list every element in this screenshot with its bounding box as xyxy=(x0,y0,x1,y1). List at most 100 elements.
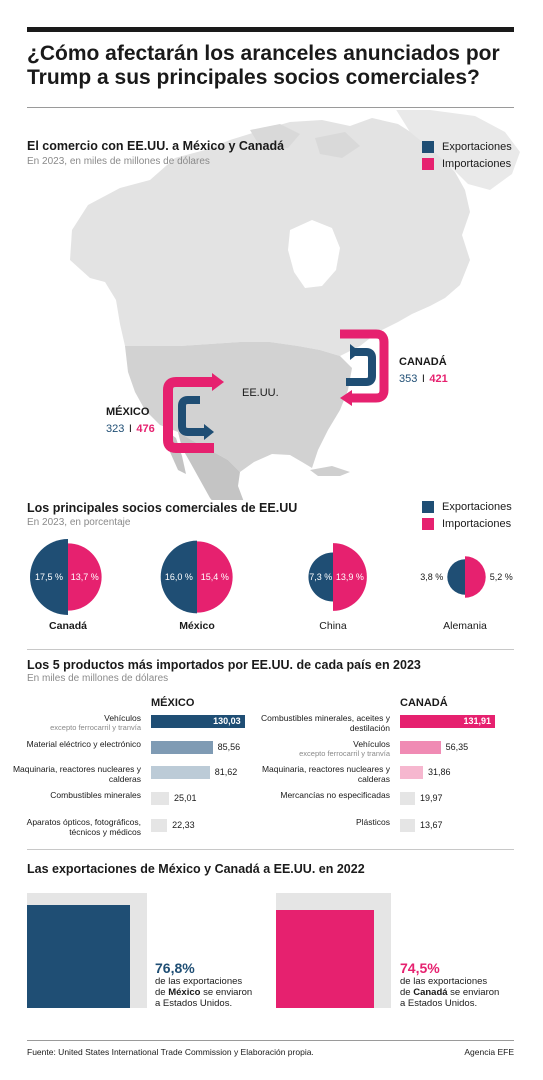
canada-product-name: Mercancías no especificadas xyxy=(280,790,390,800)
exports-swatch-2 xyxy=(422,500,434,513)
mexico-product-name: Combustibles minerales xyxy=(50,790,141,800)
mexico-imports-arrow xyxy=(163,377,214,453)
canada-exports-value: 353 xyxy=(399,373,418,385)
canada-product-bar xyxy=(400,715,495,728)
exports-swatch xyxy=(422,140,434,153)
canada-product-label: Mercancías no especificadas xyxy=(260,790,390,800)
canada-imports-arrowhead xyxy=(340,390,352,406)
imports-swatch-2 xyxy=(422,517,434,530)
mexico-exports-arrow xyxy=(178,396,204,436)
canada-product-bar xyxy=(400,766,423,779)
mexico-product-label: Material eléctrico y electrónico xyxy=(11,739,141,749)
canada-product-bar xyxy=(400,741,441,754)
mexico-product-label: Combustibles minerales xyxy=(11,790,141,800)
pie-alemania-exports xyxy=(447,559,465,595)
pie-china-exports xyxy=(308,552,333,602)
exports-section-title: Las exportaciones de México y Canadá a E… xyxy=(27,862,365,876)
legend-imports-2: Importaciones xyxy=(422,515,512,532)
pie-mxico-exports-label: 16,0 % xyxy=(165,572,193,582)
canada-product-bar xyxy=(400,819,415,832)
mexico-product-name: Vehículos xyxy=(104,713,141,723)
canada-product-value: 31,86 xyxy=(427,767,451,777)
canada-product-name: Combustibles minerales, aceites y destil… xyxy=(261,713,390,733)
mexico-product-name: Maquinaria, reactores nucleares y calder… xyxy=(12,764,141,784)
canada-product-bar xyxy=(400,792,415,805)
legend-imports: Importaciones xyxy=(422,155,512,172)
imports-swatch xyxy=(422,157,434,170)
mexico-product-note: excepto ferrocarril y tranvía xyxy=(50,723,141,732)
pie-china-imports-label: 13,9 % xyxy=(336,572,364,582)
pie-mxico-name: México xyxy=(179,620,215,632)
exports-divider xyxy=(27,849,514,850)
pie-alemania-imports-label: 5,2 % xyxy=(490,572,513,582)
map-legend: Exportaciones Importaciones xyxy=(422,138,512,172)
canada-share-value: 74,5% xyxy=(400,960,440,976)
canada-product-label: Maquinaria, reactores nucleares y calder… xyxy=(260,764,390,784)
footer-agency: Agencia EFE xyxy=(464,1047,514,1057)
canada-product-label: Combustibles minerales, aceites y destil… xyxy=(260,713,390,733)
canada-product-value: 131,91 xyxy=(463,716,491,726)
legend-exports: Exportaciones xyxy=(422,138,512,155)
products-section-title: Los 5 productos más importados por EE.UU… xyxy=(27,658,421,672)
mexico-product-name: Material eléctrico y electrónico xyxy=(26,739,141,749)
mexico-product-bar xyxy=(151,741,213,754)
mexico-exports-arrowhead xyxy=(204,424,214,440)
mexico-products-head: MÉXICO xyxy=(151,697,195,709)
canada-exports-arrow xyxy=(346,348,376,386)
canada-name: CANADÁ xyxy=(399,356,447,368)
canada-separator: I xyxy=(421,373,425,385)
trade-flow-arrows xyxy=(163,329,389,453)
mexico-imports-value: 476 xyxy=(136,423,155,435)
pie-alemania-imports xyxy=(465,556,486,598)
pie-canad-exports xyxy=(30,539,68,615)
mexico-figures: MÉXICO 323 I 476 xyxy=(106,406,155,437)
canada-imports-arrow xyxy=(340,329,389,403)
mexico-exports-value: 323 xyxy=(106,423,125,435)
pie-canad-imports xyxy=(68,543,102,611)
canada-product-name: Plásticos xyxy=(355,817,390,827)
footer-source: Fuente: United States International Trad… xyxy=(27,1047,314,1057)
canada-product-value: 19,97 xyxy=(420,793,443,803)
mexico-product-label: Maquinaria, reactores nucleares y calder… xyxy=(11,764,141,784)
mexico-imports-arrowhead xyxy=(212,373,224,391)
canada-products-head: CANADÁ xyxy=(400,697,448,709)
mexico-separator: I xyxy=(128,423,132,435)
mexico-share-text: 76,8% de las exportaciones de México se … xyxy=(155,960,253,1009)
mexico-share-square xyxy=(27,904,131,1008)
mexico-product-value: 22,33 xyxy=(172,820,195,830)
partners-legend: Exportaciones Importaciones xyxy=(422,498,512,532)
map-section-title: El comercio con EE.UU. a México y Canadá xyxy=(27,139,285,153)
mexico-product-value: 130,03 xyxy=(213,716,241,726)
mexico-name: MÉXICO xyxy=(106,406,150,418)
canada-share-square xyxy=(276,910,374,1008)
canada-product-label: Vehículos excepto ferrocarril y tranvía xyxy=(260,739,390,759)
canada-imports-value: 421 xyxy=(429,373,448,385)
usa-label: EE.UU. xyxy=(242,387,279,399)
canada-figures: CANADÁ 353 I 421 xyxy=(399,356,448,387)
pie-china-imports xyxy=(333,543,367,611)
partners-pie-charts: 17,5 % 13,7 % Canadá 16,0 % 15,4 % México 7,3 … xyxy=(30,539,513,632)
pie-mxico-imports xyxy=(197,541,233,613)
mexico-product-bar xyxy=(151,766,210,779)
canada-exports-arrowhead xyxy=(350,344,360,360)
canada-product-note: excepto ferrocarril y tranvía xyxy=(299,749,390,758)
canada-product-label: Plásticos xyxy=(260,817,390,827)
partners-section-title: Los principales socios comerciales de EE… xyxy=(27,501,298,515)
mexico-product-value: 81,62 xyxy=(214,767,238,777)
mexico-product-name: Aparatos ópticos, fotográficos, técnicos… xyxy=(26,817,141,837)
canada-share-text: 74,5% de las exportaciones de Canadá se … xyxy=(400,960,500,1009)
mexico-product-bar xyxy=(151,819,168,832)
canada-product-value: 13,67 xyxy=(420,820,443,830)
map-section-subtitle: En 2023, en miles de millones de dólares xyxy=(27,156,210,167)
page-title: ¿Cómo afectarán los aranceles anunciados… xyxy=(27,42,500,89)
pie-mxico-exports xyxy=(160,540,197,614)
products-divider xyxy=(27,649,514,650)
pie-mxico-imports-label: 15,4 % xyxy=(201,572,229,582)
pie-alemania-exports-label: 3,8 % xyxy=(420,572,443,582)
pie-alemania-name: Alemania xyxy=(443,620,487,632)
title-divider xyxy=(27,107,514,108)
footer-divider xyxy=(27,1040,514,1041)
products-section-subtitle: En miles de millones de dólares xyxy=(27,673,169,684)
mexico-share-value: 76,8% xyxy=(155,960,195,976)
pie-china-exports-label: 7,3 % xyxy=(309,572,332,582)
